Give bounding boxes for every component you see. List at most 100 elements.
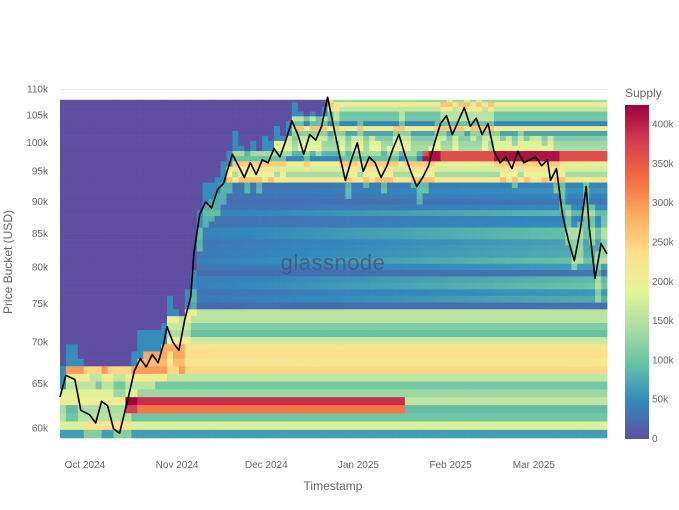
heatmap-cell	[440, 282, 447, 290]
heatmap-cell	[404, 269, 412, 277]
heatmap-cell	[392, 389, 400, 398]
heatmap-cell	[482, 187, 489, 194]
heatmap-cell	[511, 351, 519, 359]
heatmap-cell	[541, 166, 548, 172]
heatmap-cell	[291, 251, 299, 258]
heatmap-cell	[375, 227, 382, 234]
heatmap-cell	[262, 251, 269, 258]
heatmap-cell	[387, 309, 394, 317]
heatmap-cell	[226, 145, 233, 152]
heatmap-cell	[595, 245, 602, 252]
heatmap-cell	[387, 315, 394, 324]
heatmap-cell	[381, 404, 388, 414]
heatmap-cell	[244, 251, 251, 258]
heatmap-cell	[303, 120, 311, 127]
heatmap-cell	[434, 215, 441, 222]
heatmap-cell	[357, 282, 364, 290]
heatmap-cell	[125, 176, 132, 183]
heatmap-cell	[125, 282, 132, 290]
heatmap-cell	[279, 106, 287, 112]
heatmap-cell	[553, 396, 560, 406]
heatmap-cell	[488, 276, 495, 283]
heatmap-cell	[297, 125, 305, 131]
heatmap-cell	[369, 358, 376, 367]
heatmap-cell	[511, 161, 519, 167]
heatmap-cell	[529, 239, 537, 246]
heatmap-cell	[190, 239, 198, 246]
heatmap-cell	[214, 101, 221, 107]
heatmap-cell	[303, 111, 311, 117]
heatmap-cell	[149, 155, 156, 162]
heatmap-cell	[523, 396, 531, 406]
heatmap-cell	[434, 161, 441, 167]
heatmap-cell	[535, 106, 542, 112]
heatmap-cell	[95, 198, 103, 205]
heatmap-cell	[125, 329, 132, 338]
heatmap-cell	[577, 116, 584, 122]
heatmap-cell	[268, 343, 275, 352]
heatmap-cell	[77, 257, 85, 264]
heatmap-cell	[256, 366, 263, 374]
heatmap-cell	[583, 176, 590, 183]
heatmap-cell	[392, 315, 400, 324]
heatmap-cell	[244, 120, 251, 127]
heatmap-cell	[291, 176, 299, 183]
heatmap-cell	[505, 227, 513, 234]
heatmap-cell	[208, 358, 215, 367]
heatmap-cell	[226, 257, 233, 264]
heatmap-cell	[434, 227, 441, 234]
heatmap-cell	[71, 421, 79, 430]
heatmap-cell	[274, 263, 281, 271]
heatmap-cell	[143, 150, 150, 157]
heatmap-cell	[529, 343, 537, 352]
heatmap-cell	[297, 322, 305, 331]
heatmap-cell	[410, 239, 418, 246]
heatmap-cell	[167, 215, 174, 222]
heatmap-cell	[95, 302, 103, 310]
heatmap-cell	[387, 187, 394, 194]
heatmap-cell	[541, 245, 548, 252]
heatmap-cell	[446, 176, 453, 183]
heatmap-cell	[482, 227, 489, 234]
heatmap-cell	[476, 322, 483, 331]
heatmap-cell	[262, 276, 269, 283]
heatmap-cell	[333, 155, 340, 162]
heatmap-cell	[559, 404, 566, 414]
heatmap-cell	[583, 381, 590, 390]
heatmap-cell	[458, 125, 465, 131]
heatmap-cell	[404, 150, 412, 157]
heatmap-cell	[476, 130, 483, 136]
heatmap-cell	[523, 315, 531, 324]
heatmap-cell	[381, 373, 388, 382]
heatmap-cell	[244, 322, 251, 331]
heatmap-cell	[196, 193, 204, 199]
heatmap-cell	[375, 404, 382, 414]
heatmap-cell	[101, 106, 108, 112]
heatmap-cell	[131, 204, 138, 211]
heatmap-cell	[434, 187, 441, 194]
heatmap-cell	[238, 233, 245, 240]
heatmap-cell	[291, 116, 299, 122]
heatmap-cell	[345, 125, 352, 131]
heatmap-cell	[494, 150, 501, 157]
heatmap-cell	[345, 187, 352, 194]
heatmap-cell	[589, 269, 596, 277]
heatmap-cell	[446, 171, 453, 178]
heatmap-cell	[137, 161, 144, 167]
heatmap-cell	[541, 187, 548, 194]
heatmap-cell	[589, 215, 596, 222]
heatmap-cell	[464, 221, 471, 228]
heatmap-cell	[274, 373, 281, 382]
heatmap-cell	[83, 106, 91, 112]
heatmap-cell	[113, 396, 120, 406]
heatmap-cell	[214, 176, 221, 183]
heatmap-cell	[404, 257, 412, 264]
heatmap-cell	[494, 257, 501, 264]
heatmap-cell	[511, 120, 519, 127]
heatmap-cell	[434, 171, 441, 178]
heatmap-cell	[351, 429, 358, 439]
heatmap-cell	[184, 322, 192, 331]
heatmap-cell	[285, 389, 293, 398]
heatmap-cell	[83, 135, 91, 141]
heatmap-cell	[95, 366, 103, 374]
